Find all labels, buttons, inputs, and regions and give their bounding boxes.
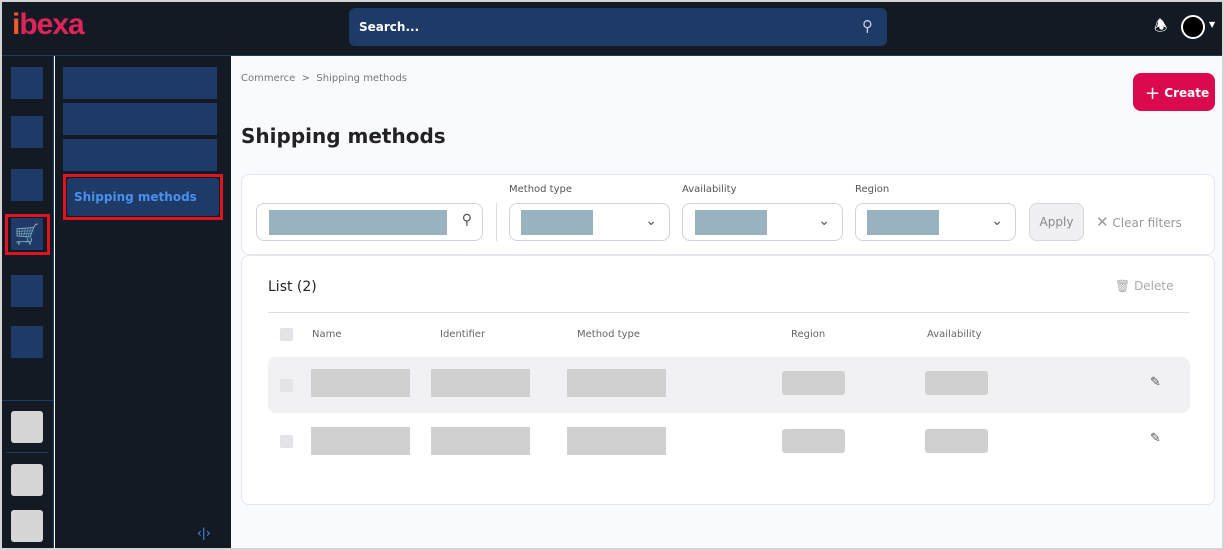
region-cell: [782, 429, 845, 453]
nav-item[interactable]: [11, 67, 43, 99]
top-bar: ibexa Search... ⚲ 🕭 ▼: [0, 0, 1224, 56]
breadcrumb: Commerce > Shipping methods: [241, 73, 407, 84]
delete-label: Delete: [1134, 279, 1174, 293]
divider: [496, 203, 497, 241]
clear-filters-button[interactable]: ✕ Clear filters: [1096, 213, 1182, 231]
sub-nav-item[interactable]: [63, 103, 217, 135]
region-select[interactable]: ⌄: [855, 203, 1016, 241]
sub-nav-label: Shipping methods: [74, 190, 197, 204]
list-title: List (2): [268, 279, 317, 295]
column-header-method-type[interactable]: Method type: [577, 329, 641, 340]
highlight-box: [5, 214, 50, 255]
collapse-toggle-icon[interactable]: ‹|›: [197, 526, 211, 540]
column-header-region[interactable]: Region: [791, 329, 826, 340]
clear-filters-label: Clear filters: [1112, 216, 1182, 230]
delete-button[interactable]: 🗑 Delete: [1115, 279, 1174, 293]
nav-item[interactable]: [11, 169, 43, 201]
sub-nav-item[interactable]: [63, 67, 217, 99]
identifier-cell: [431, 369, 530, 397]
highlight-box: [63, 174, 223, 220]
nav-item-commerce[interactable]: 🛒: [11, 218, 43, 250]
table-row[interactable]: ✎: [268, 357, 1190, 413]
search-icon[interactable]: ⚲: [862, 17, 873, 35]
cart-icon: 🛒: [14, 222, 40, 246]
plus-icon: +: [1145, 83, 1161, 104]
divider: [0, 400, 54, 401]
column-header-availability[interactable]: Availability: [927, 329, 982, 340]
name-cell: [311, 427, 410, 455]
main-content: Commerce > Shipping methods Shipping met…: [231, 56, 1224, 550]
chevron-down-icon[interactable]: ▼: [1209, 20, 1216, 29]
row-checkbox[interactable]: [280, 435, 293, 448]
table-row[interactable]: ✎: [268, 413, 1190, 469]
search-placeholder: Search...: [359, 20, 420, 34]
availability-cell: [925, 371, 988, 395]
region-label: Region: [855, 184, 890, 195]
chevron-down-icon: ⌄: [818, 213, 830, 229]
create-label: Create: [1164, 86, 1210, 100]
row-checkbox[interactable]: [280, 379, 293, 392]
availability-select[interactable]: ⌄: [682, 203, 843, 241]
main-nav-rail: 🛒: [0, 56, 54, 550]
nav-item[interactable]: [11, 411, 43, 443]
filter-bar: ⚲ Method type ⌄ Availability ⌄ Region ⌄ …: [241, 174, 1215, 255]
method-type-cell: [567, 427, 666, 455]
column-header-identifier[interactable]: Identifier: [440, 329, 486, 340]
breadcrumb-current: Shipping methods: [316, 73, 408, 84]
sub-nav-item[interactable]: [63, 139, 217, 171]
filter-search-input[interactable]: ⚲: [256, 203, 483, 241]
search-input[interactable]: Search... ⚲: [349, 8, 887, 46]
chevron-down-icon: ⌄: [991, 213, 1003, 229]
sub-nav-item-shipping-methods[interactable]: Shipping methods: [67, 178, 219, 216]
edit-icon[interactable]: ✎: [1150, 431, 1161, 446]
method-type-select[interactable]: ⌄: [509, 203, 670, 241]
page-title: Shipping methods: [241, 124, 446, 148]
breadcrumb-commerce[interactable]: Commerce: [241, 73, 296, 84]
select-all-checkbox[interactable]: [280, 328, 293, 341]
close-icon: ✕: [1096, 213, 1109, 231]
sub-nav-panel: Shipping methods ‹|›: [55, 56, 231, 550]
divider: [6, 452, 48, 453]
nav-item[interactable]: [11, 275, 43, 307]
trash-icon: 🗑: [1115, 279, 1131, 293]
availability-cell: [925, 429, 988, 453]
name-cell: [311, 369, 410, 397]
chevron-down-icon: ⌄: [645, 213, 657, 229]
method-type-label: Method type: [509, 184, 573, 195]
identifier-cell: [431, 427, 530, 455]
availability-label: Availability: [682, 184, 737, 195]
breadcrumb-separator: >: [301, 73, 311, 84]
edit-icon[interactable]: ✎: [1150, 375, 1161, 390]
apply-button[interactable]: Apply: [1029, 203, 1084, 241]
create-button[interactable]: + Create: [1133, 73, 1215, 111]
bell-icon[interactable]: 🕭: [1154, 17, 1168, 35]
method-type-cell: [567, 369, 666, 397]
divider: [268, 312, 1190, 313]
avatar[interactable]: [1181, 15, 1205, 39]
nav-item[interactable]: [11, 464, 43, 496]
nav-item[interactable]: [11, 510, 43, 542]
search-icon[interactable]: ⚲: [461, 212, 472, 228]
ibexa-logo[interactable]: ibexa: [12, 8, 85, 41]
region-cell: [782, 371, 845, 395]
nav-item[interactable]: [11, 326, 43, 358]
nav-item[interactable]: [11, 116, 43, 148]
column-header-name[interactable]: Name: [312, 329, 342, 340]
list-card: List (2) 🗑 Delete Name Identifier Method…: [241, 255, 1215, 505]
